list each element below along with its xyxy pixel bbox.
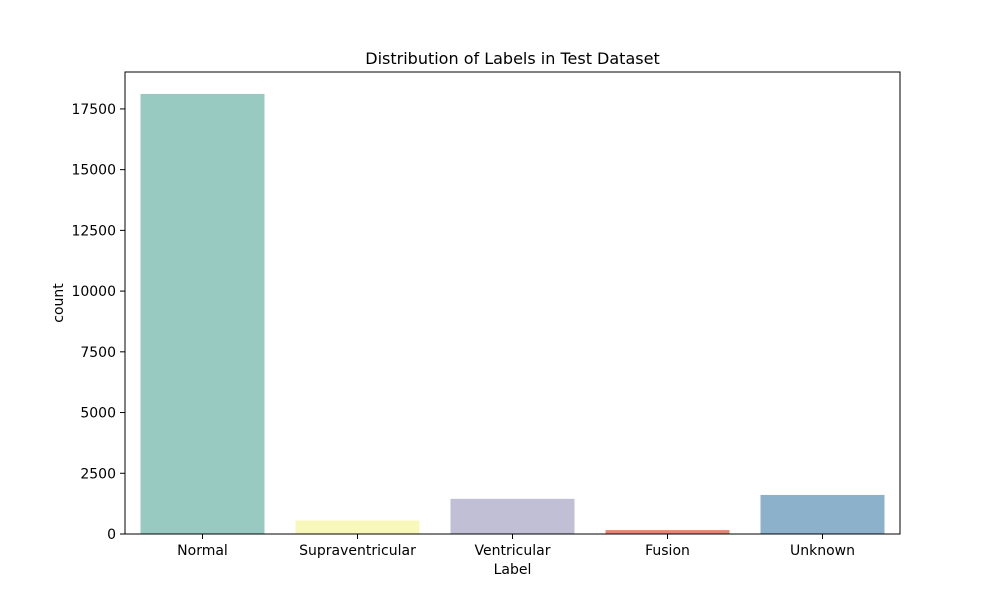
y-tick-label: 17500 — [71, 102, 116, 118]
chart-title: Distribution of Labels in Test Dataset — [365, 49, 659, 68]
x-tick-label: Ventricular — [475, 543, 551, 559]
x-axis-label: Label — [494, 562, 532, 578]
y-tick-label: 10000 — [71, 284, 116, 300]
y-tick-label: 15000 — [71, 163, 116, 179]
bars-layer — [140, 93, 885, 534]
x-tick-label: Supraventricular — [299, 543, 416, 559]
bar-unknown — [760, 494, 885, 534]
y-axis-label: count — [51, 283, 67, 323]
x-axis-ticks: Normal Supraventricular Ventricular Fusion U… — [177, 534, 855, 559]
bar-fusion — [605, 530, 730, 534]
y-tick-label: 12500 — [71, 223, 116, 239]
bar-supraventricular — [295, 520, 420, 534]
x-tick-label: Normal — [177, 543, 228, 559]
bar-normal — [140, 93, 265, 534]
y-tick-label: 5000 — [80, 406, 116, 422]
y-axis-ticks: 0 2500 5000 7500 10000 12500 15000 17500 — [71, 102, 125, 543]
x-tick-label: Unknown — [790, 543, 855, 559]
x-tick-label: Fusion — [645, 543, 690, 559]
y-tick-label: 0 — [107, 527, 116, 543]
y-tick-label: 7500 — [80, 345, 116, 361]
bar-ventricular — [450, 498, 575, 534]
y-tick-label: 2500 — [80, 466, 116, 482]
